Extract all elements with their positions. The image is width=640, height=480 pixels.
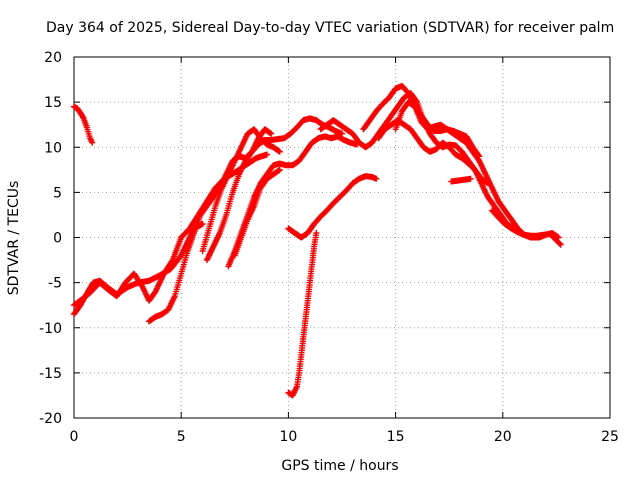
series-arc9 [285,230,320,399]
x-tick-label: 5 [177,429,186,445]
x-tick-label: 15 [387,429,405,445]
y-tick-label: -5 [48,276,62,292]
series-arc7 [225,133,360,270]
y-tick-label: -15 [39,366,62,382]
data-marker [448,175,474,185]
series-arc14 [392,99,483,160]
series-arc15 [448,175,474,185]
series-arc1 [71,103,96,146]
y-tick-label: 15 [44,95,62,111]
data-marker [392,99,483,160]
y-tick-label: 0 [53,231,62,247]
y-tick-label: 5 [53,185,62,201]
y-tick-label: -10 [39,321,62,337]
x-tick-label: 0 [70,429,79,445]
series-arc10 [285,173,380,241]
x-tick-label: 20 [494,429,512,445]
data-marker [285,230,320,399]
data-marker [71,103,96,146]
series-arc16 [489,207,564,248]
x-tick-label: 10 [279,429,297,445]
y-tick-label: 10 [44,140,62,156]
data-marker [231,166,283,259]
data-marker [360,82,541,241]
data-marker [285,173,380,241]
series-arc12 [360,82,541,241]
y-tick-label: 20 [44,50,62,66]
y-axis-label: SDTVAR / TECUs [6,181,22,296]
data-marker [225,133,360,270]
x-axis-label: GPS time / hours [281,458,398,474]
data-points [71,82,564,399]
series-arc8 [231,166,283,259]
axis-ticks: 0 5 10 15 20 25 -20 -15 -10 -5 0 5 10 15 20 [39,50,619,445]
x-tick-label: 25 [601,429,619,445]
chart-title: Day 364 of 2025, Sidereal Day-to-day VTE… [46,20,614,36]
data-marker [489,207,564,248]
y-tick-label: -20 [39,411,62,427]
